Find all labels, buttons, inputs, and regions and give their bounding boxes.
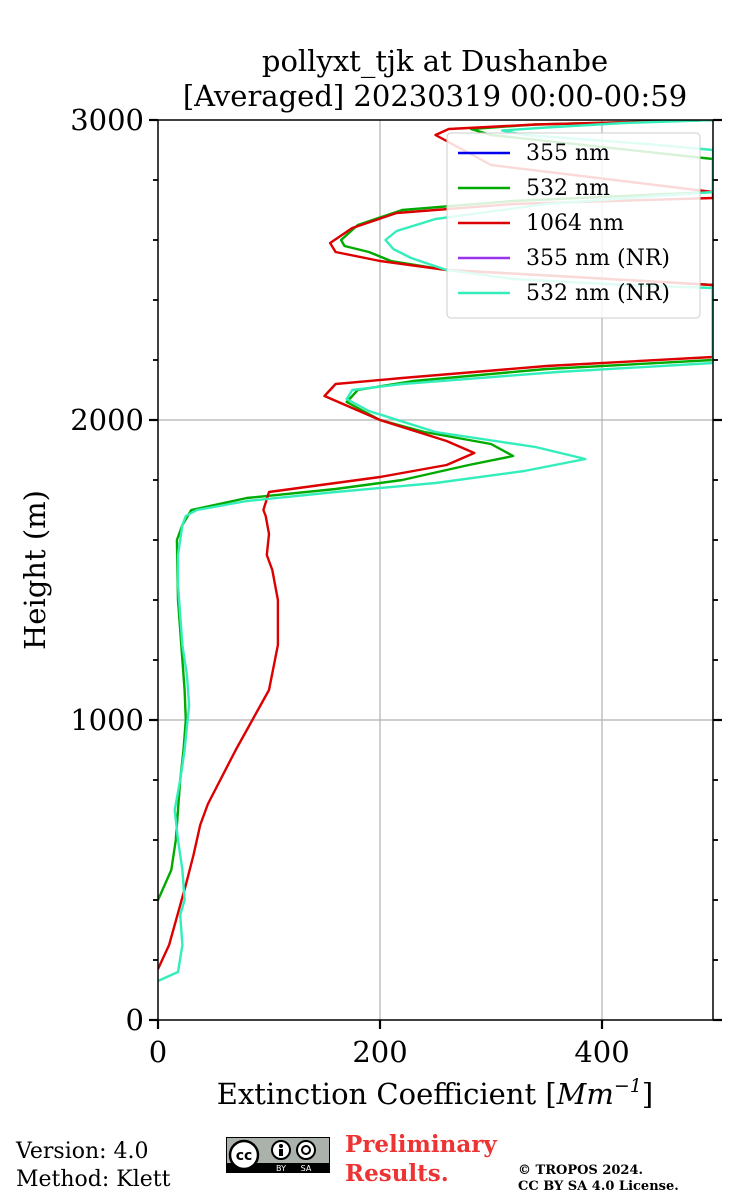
sa-badge-text: SA [301, 1164, 312, 1173]
y-tick-label: 2000 [70, 403, 144, 437]
x-axis-label-close: ] [642, 1077, 653, 1111]
by-badge-text: BY [276, 1164, 286, 1173]
y-tick-label: 0 [126, 1003, 144, 1037]
legend-label-1064-nm: 1064 nm [526, 211, 624, 236]
cc-icon-text: cc [236, 1148, 253, 1164]
axis-ticks [149, 118, 722, 1029]
copyright-notice: © TROPOS 2024. CC BY SA 4.0 License. [518, 1163, 679, 1195]
legend-label-355-nm: 355 nm [526, 141, 610, 166]
x-axis-label-main: Extinction Coefficient [ [217, 1077, 557, 1111]
method-text: Method: Klett [16, 1167, 171, 1192]
copyright-line1: © TROPOS 2024. [518, 1163, 644, 1178]
x-tick-labels: 0 200 400 [149, 1035, 630, 1069]
legend-label-532-nm: 532 nm [526, 176, 610, 201]
series-line-532-nm [158, 120, 713, 902]
x-tick-label: 400 [574, 1035, 629, 1069]
preliminary-notice: Preliminary Results. [345, 1130, 497, 1188]
version-text: Version: 4.0 [16, 1139, 149, 1164]
plot-frame [157, 119, 714, 1021]
y-tick-label: 3000 [70, 103, 144, 137]
by-icon-body [279, 1149, 283, 1156]
preliminary-line2: Results. [345, 1160, 449, 1187]
chart-title-line2: [Averaged] 20230319 00:00-00:59 [183, 79, 687, 113]
legend-label-532-nm-nr: 532 nm (NR) [526, 281, 670, 306]
by-icon-head [279, 1144, 283, 1148]
legend-box [446, 132, 701, 319]
sa-icon-arrow [301, 1145, 311, 1155]
legend-label-355-nm-nr: 355 nm (NR) [526, 246, 670, 271]
footer-info: Version: 4.0 Method: Klett [16, 1138, 170, 1194]
x-tick-label: 0 [149, 1035, 167, 1069]
x-tick-label: 200 [352, 1035, 407, 1069]
copyright-line2: CC BY SA 4.0 License. [518, 1179, 679, 1194]
chart-title-line1: pollyxt_tjk at Dushanbe [262, 44, 608, 79]
y-tick-labels: 0 1000 2000 3000 [70, 103, 144, 1037]
sa-icon [296, 1140, 316, 1160]
x-axis-label: Extinction Coefficient [Mm−1] [217, 1075, 653, 1111]
y-axis-label: Height (m) [18, 490, 52, 650]
x-axis-label-unit: Mm [556, 1077, 614, 1111]
cc-icon [228, 1139, 260, 1171]
cc-by-sa-license-badge: cc BY SA [226, 1137, 330, 1173]
x-axis-label-exponent: −1 [614, 1075, 642, 1097]
legend: 355 nm 532 nm 1064 nm 355 nm (NR) 532 nm (NR… [446, 132, 701, 319]
y-tick-label: 1000 [70, 703, 144, 737]
preliminary-line1: Preliminary [345, 1131, 497, 1158]
